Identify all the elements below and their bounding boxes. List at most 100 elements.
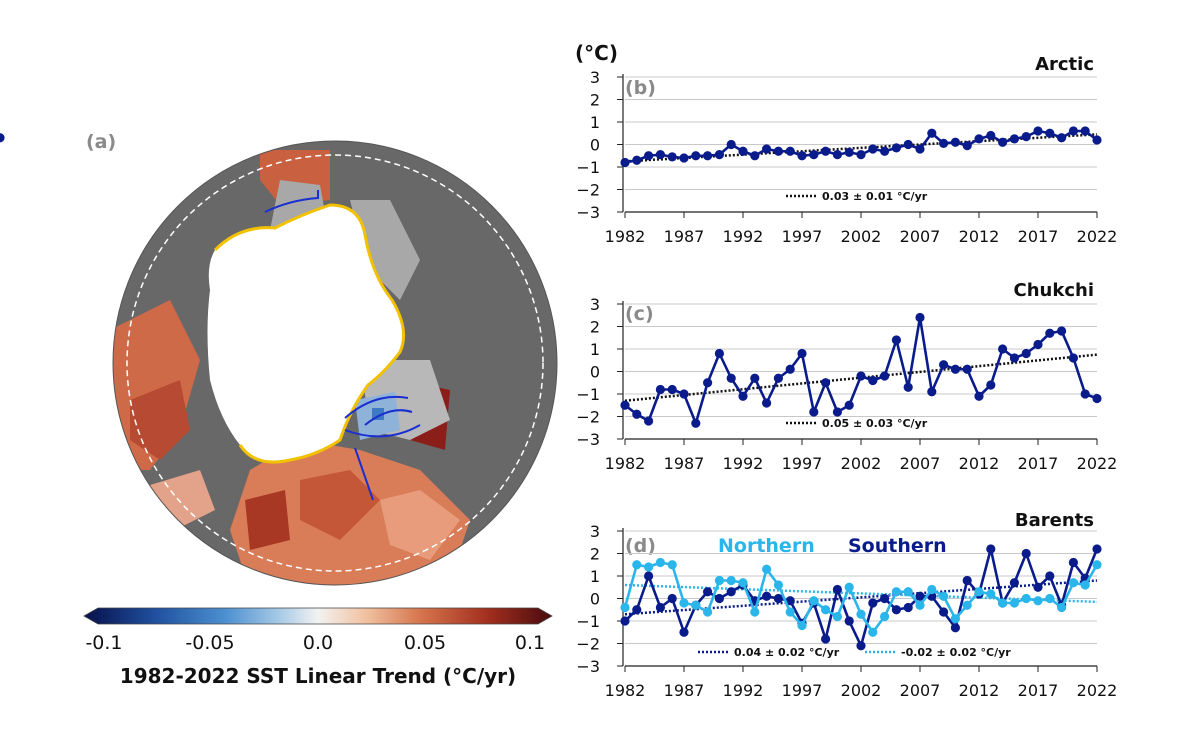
data-point — [620, 157, 630, 168]
sea-ice-cover — [207, 205, 404, 463]
data-point — [868, 375, 878, 386]
data-point — [868, 598, 878, 608]
data-point — [1021, 348, 1031, 359]
y-tick-label: −3 — [576, 657, 600, 676]
data-point — [998, 598, 1008, 608]
x-tick-label: 1992 — [723, 454, 764, 473]
data-point — [797, 620, 807, 631]
data-point — [667, 560, 677, 570]
data-point — [0, 133, 5, 143]
x-tick-label: 2007 — [900, 227, 941, 246]
y-tick-label: −3 — [576, 430, 600, 449]
data-point — [620, 602, 630, 613]
x-tick-label: 2012 — [959, 227, 1000, 246]
data-point — [703, 607, 713, 617]
data-point — [927, 387, 937, 397]
y-tick-label: 3 — [590, 68, 600, 87]
data-point — [880, 146, 890, 156]
data-point — [762, 144, 772, 154]
data-point — [679, 153, 689, 163]
data-point — [962, 364, 972, 374]
x-tick-label: 2017 — [1018, 681, 1059, 700]
chart-title: Barents — [1015, 510, 1094, 531]
data-point — [868, 627, 878, 637]
panel-label: (c) — [625, 303, 654, 325]
legend: 0.03 ± 0.01 °C/yr — [786, 190, 928, 203]
data-point — [891, 143, 902, 153]
data-point — [903, 587, 913, 597]
data-point — [714, 150, 725, 160]
data-point — [986, 589, 996, 599]
series-label-northern: Northern — [718, 535, 815, 557]
data-point — [632, 409, 642, 419]
data-point — [1068, 557, 1078, 568]
data-point — [762, 564, 772, 574]
y-tick-label: 2 — [590, 545, 600, 564]
data-point — [856, 641, 866, 651]
data-point — [950, 614, 961, 624]
y-tick-label: −2 — [576, 635, 600, 654]
x-tick-label: 2012 — [959, 681, 1000, 700]
legend-label: -0.02 ± 0.02 °C/yr — [901, 646, 1011, 659]
x-tick-label: 1997 — [782, 454, 823, 473]
data-point — [939, 607, 949, 617]
data-point — [880, 611, 890, 622]
ice-edge-contour — [213, 203, 406, 464]
x-tick-label: 2017 — [1018, 454, 1059, 473]
y-tick-label: 3 — [590, 295, 600, 314]
data-point — [903, 139, 913, 150]
y-tick-label: 0 — [590, 136, 600, 155]
data-point — [644, 571, 654, 581]
y-tick-label: 1 — [590, 567, 600, 586]
y-tick-label: −3 — [576, 203, 600, 222]
y-tick-label: 1 — [590, 340, 600, 359]
data-point — [1080, 126, 1090, 136]
data-point — [1045, 128, 1055, 138]
data-point — [809, 150, 819, 160]
data-point — [832, 407, 843, 417]
data-point — [1021, 132, 1031, 142]
data-point — [773, 580, 784, 590]
data-point — [1045, 593, 1055, 604]
data-point — [974, 587, 984, 597]
y-tick-label: −1 — [576, 612, 600, 631]
x-tick-label: 2002 — [841, 227, 882, 246]
data-point — [903, 382, 913, 392]
y-tick-label: 2 — [590, 91, 600, 110]
colorbar-tick: 0.1 — [515, 632, 545, 654]
data-point — [1092, 135, 1102, 145]
data-point — [726, 587, 736, 597]
data-point — [962, 575, 972, 586]
data-point — [644, 416, 654, 426]
data-point — [950, 364, 961, 374]
x-tick-label: 2007 — [900, 681, 941, 700]
data-point — [891, 587, 902, 597]
data-point — [962, 600, 972, 610]
data-point — [644, 562, 654, 572]
data-point — [797, 151, 807, 161]
data-point — [1057, 326, 1067, 336]
data-point — [832, 584, 843, 595]
data-point — [691, 418, 701, 428]
x-tick-label: 1997 — [782, 227, 823, 246]
data-point — [667, 152, 677, 162]
data-point — [939, 360, 949, 370]
data-point — [891, 605, 902, 615]
colorbar-gradient — [83, 607, 553, 625]
data-point — [726, 373, 736, 383]
data-point — [821, 146, 831, 156]
data-point — [738, 146, 748, 156]
data-point — [1057, 602, 1067, 613]
data-point — [927, 584, 937, 595]
data-point — [844, 147, 854, 157]
data-point — [1080, 389, 1090, 399]
data-point — [691, 151, 701, 161]
x-tick-label: 1982 — [605, 681, 646, 700]
data-point — [856, 609, 866, 619]
chart-title: Chukchi — [1014, 280, 1094, 301]
data-point — [880, 371, 890, 381]
data-point — [797, 348, 807, 359]
data-point — [844, 616, 854, 626]
data-point — [998, 137, 1008, 147]
data-point — [915, 312, 925, 323]
